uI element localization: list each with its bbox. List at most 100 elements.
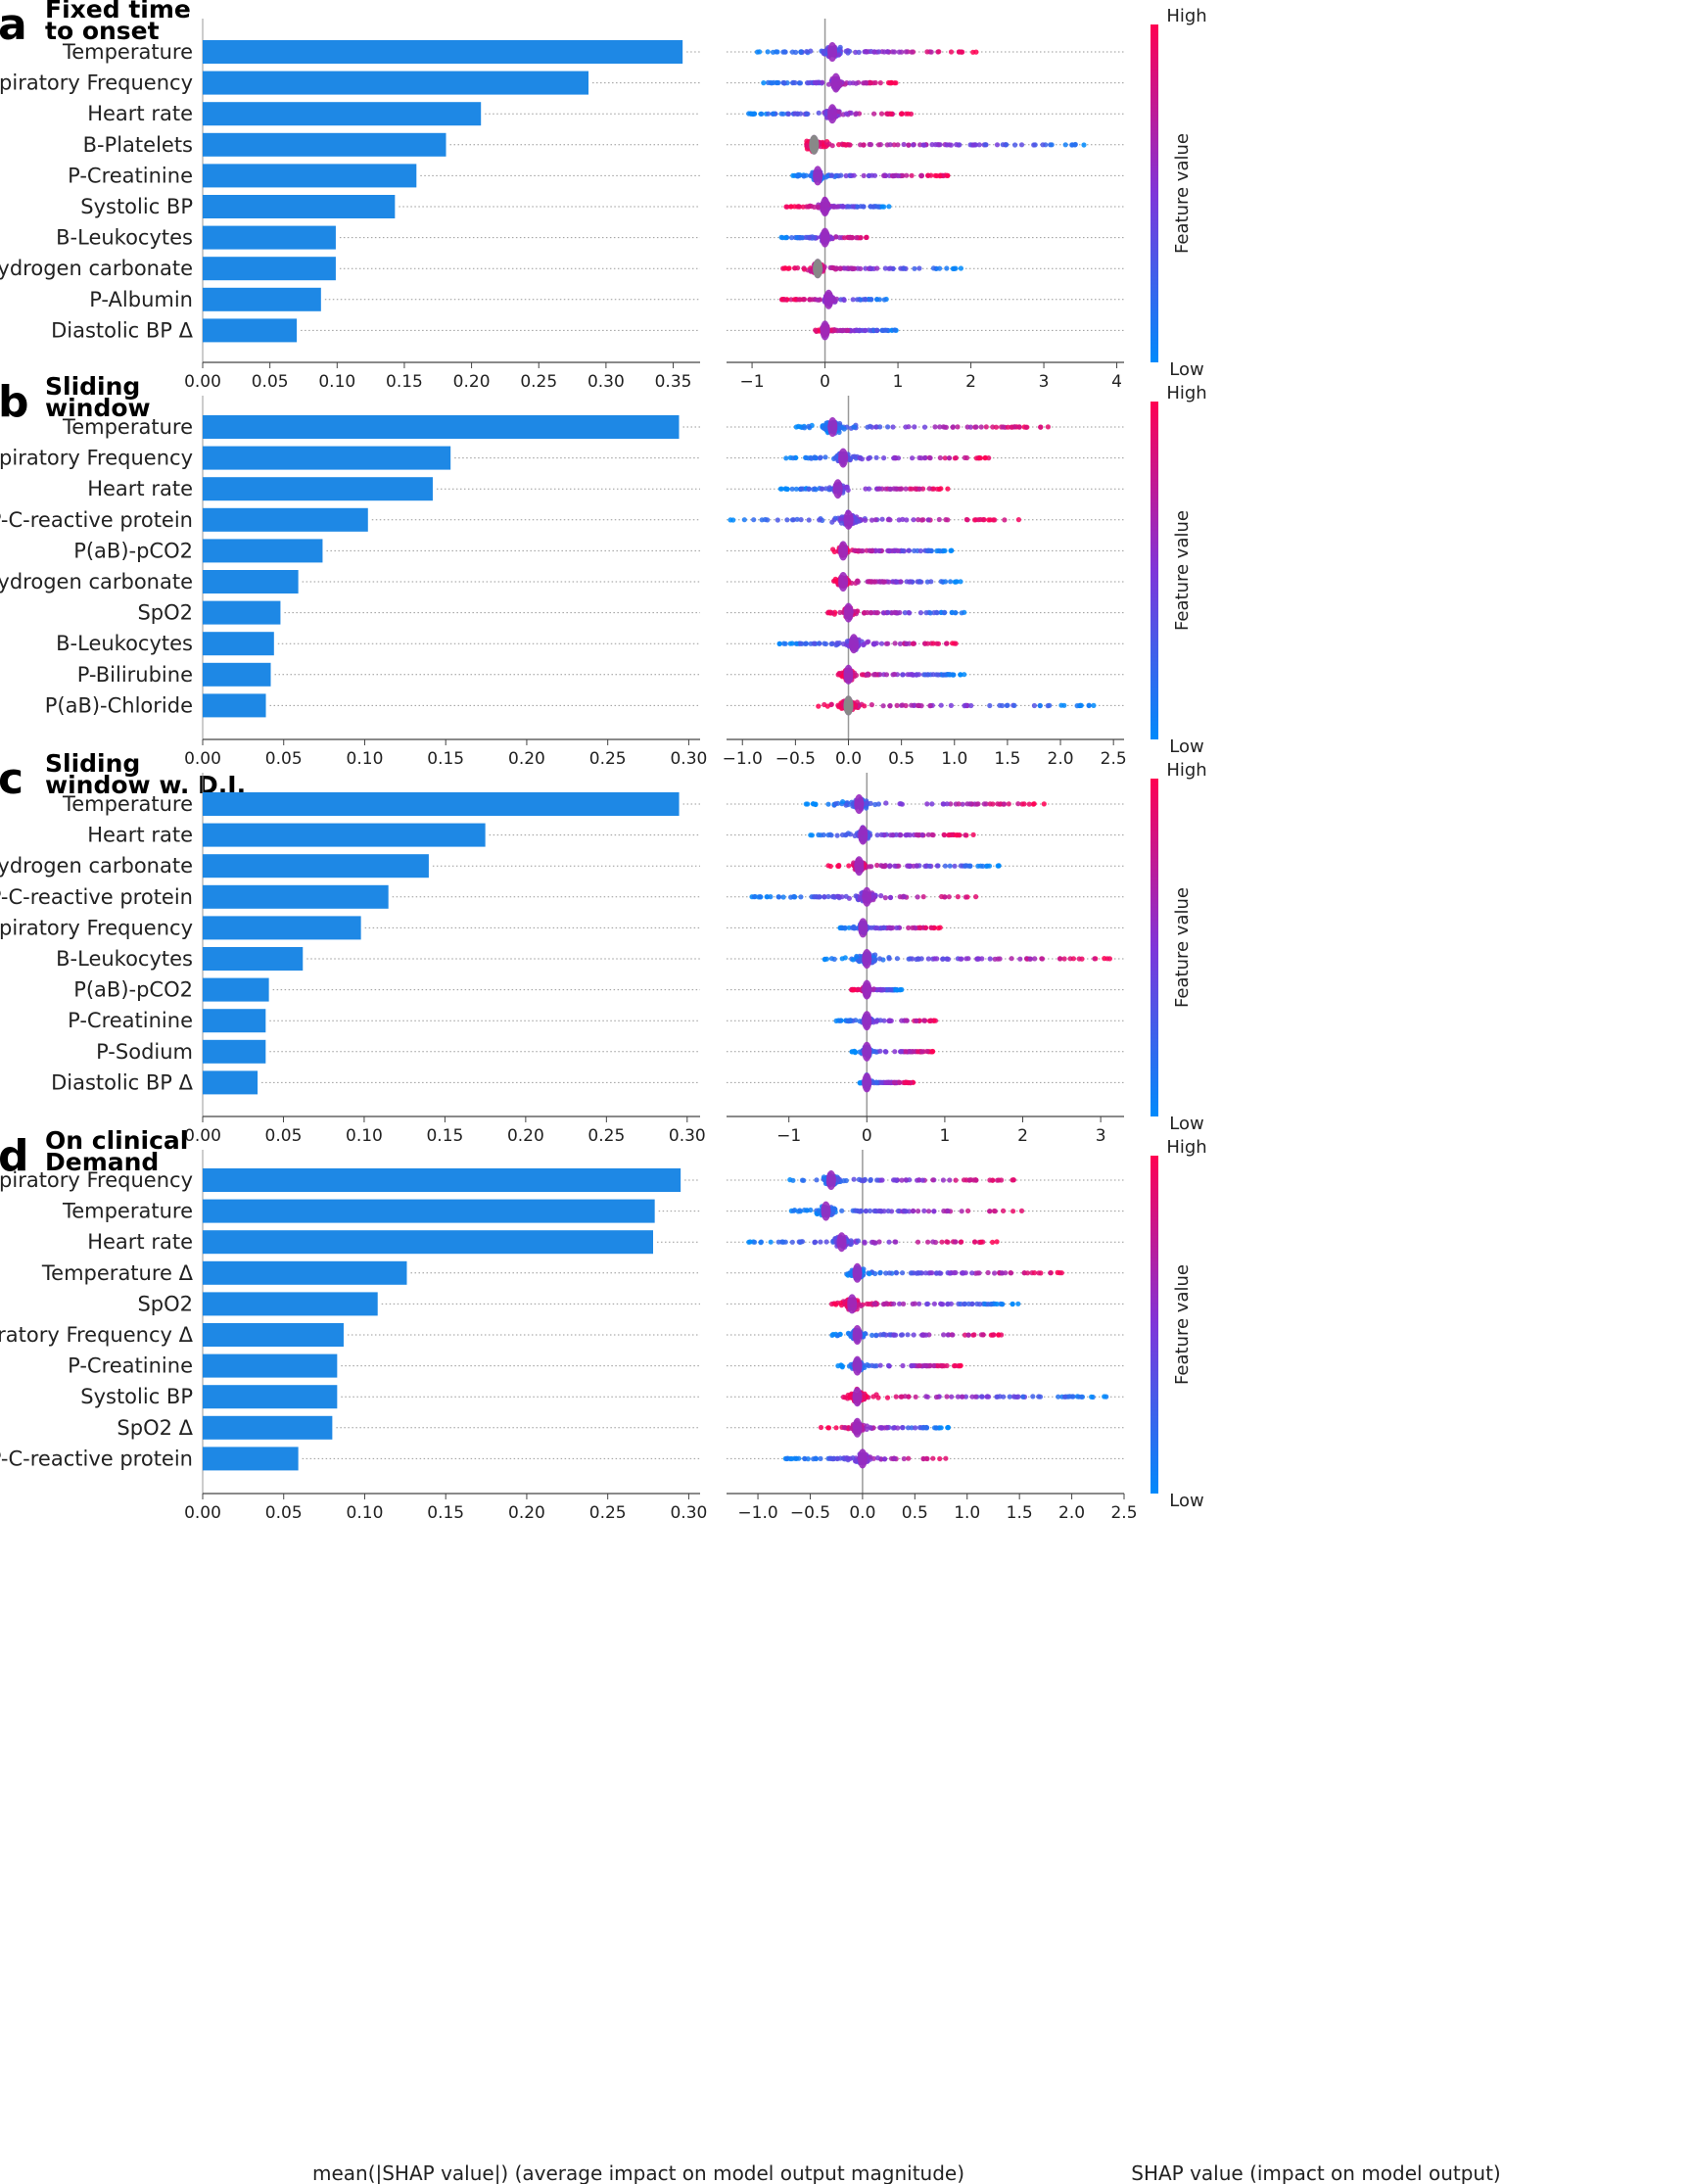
swarm-point bbox=[776, 641, 782, 647]
bar-x-tick-label: 0.05 bbox=[265, 749, 303, 769]
swarm-point bbox=[827, 863, 833, 870]
bar bbox=[203, 1070, 258, 1095]
swarm-point bbox=[914, 1018, 919, 1023]
swarm-point bbox=[906, 547, 912, 553]
swarm-x-tick-label: 0 bbox=[862, 1126, 872, 1146]
swarm-point bbox=[909, 702, 915, 708]
swarm-point bbox=[927, 455, 933, 461]
swarm-point bbox=[1049, 142, 1055, 148]
swarm-point bbox=[822, 894, 827, 900]
swarm-point bbox=[842, 265, 848, 271]
swarm-x-tick-label: 2.0 bbox=[1048, 749, 1074, 769]
swarm-point bbox=[728, 517, 733, 523]
swarm-point bbox=[1026, 801, 1032, 807]
swarm-point bbox=[802, 425, 808, 431]
swarm-point bbox=[886, 204, 892, 210]
swarm-point bbox=[912, 424, 917, 430]
swarm-point bbox=[939, 893, 945, 900]
bar bbox=[203, 693, 266, 718]
swarm-point bbox=[945, 956, 952, 963]
swarm-point bbox=[891, 1079, 897, 1085]
swarm-point bbox=[918, 455, 924, 461]
swarm-point bbox=[920, 517, 926, 523]
swarm-point bbox=[818, 454, 823, 460]
swarm-point bbox=[958, 579, 963, 585]
swarm-row bbox=[727, 196, 1124, 216]
swarm-point bbox=[864, 234, 869, 241]
swarm-point bbox=[801, 266, 808, 272]
swarm-point bbox=[851, 1176, 857, 1182]
swarm-point bbox=[928, 49, 934, 55]
colorbar-low-label: Low bbox=[1169, 359, 1203, 380]
swarm-point bbox=[765, 517, 771, 523]
swarm-point bbox=[916, 579, 923, 585]
swarm-point bbox=[783, 455, 789, 461]
bar bbox=[203, 1260, 407, 1285]
bar bbox=[203, 947, 304, 971]
swarm-point bbox=[815, 205, 822, 211]
swarm-point bbox=[873, 454, 879, 460]
feature-label: Temperature bbox=[62, 40, 193, 64]
swarm-point bbox=[925, 517, 931, 523]
bar-x-tick-label: 0.15 bbox=[386, 372, 423, 392]
bar bbox=[203, 1199, 655, 1223]
swarm-point bbox=[921, 424, 928, 430]
swarm-point bbox=[822, 641, 829, 647]
swarm-point bbox=[875, 49, 882, 55]
feature-label: P-C-reactive protein bbox=[0, 885, 193, 909]
bar-x-tick-label: 0.25 bbox=[589, 1503, 627, 1523]
swarm-point bbox=[856, 1176, 863, 1182]
swarm-point bbox=[914, 831, 919, 838]
swarm-point bbox=[962, 672, 967, 678]
swarm-point bbox=[869, 517, 875, 523]
swarm-point bbox=[990, 801, 996, 807]
swarm-point bbox=[906, 925, 912, 931]
swarm-dense-core bbox=[858, 918, 869, 938]
swarm-point bbox=[806, 80, 812, 86]
swarm-point bbox=[898, 579, 904, 585]
swarm-x-tick-label: 1.5 bbox=[1007, 1503, 1033, 1523]
swarm-point bbox=[918, 172, 925, 178]
swarm-point bbox=[922, 1018, 928, 1023]
swarm-row bbox=[727, 479, 1124, 499]
swarm-point bbox=[849, 1049, 855, 1055]
swarm-point bbox=[907, 610, 913, 616]
swarm-point bbox=[895, 547, 901, 554]
swarm-point bbox=[849, 925, 855, 930]
swarm-point bbox=[859, 456, 866, 462]
swarm-point bbox=[796, 80, 803, 86]
swarm-dense-core bbox=[830, 72, 841, 93]
swarm-point bbox=[877, 80, 883, 86]
bar-x-tick-label: 0.05 bbox=[265, 1126, 303, 1146]
swarm-point bbox=[891, 671, 898, 678]
swarm-point bbox=[900, 672, 906, 678]
swarm-point bbox=[927, 703, 933, 709]
bar bbox=[203, 662, 271, 687]
swarm-x-tick-label: 0.0 bbox=[835, 749, 862, 769]
swarm-point bbox=[892, 863, 898, 869]
feature-label: B-Leukocytes bbox=[56, 632, 193, 655]
feature-label: P-C-reactive protein bbox=[0, 508, 193, 532]
swarm-point bbox=[798, 894, 804, 900]
swarm-x-tick-label: 0.5 bbox=[902, 1503, 928, 1523]
swarm-point bbox=[1015, 801, 1021, 807]
swarm-point bbox=[1076, 956, 1082, 962]
swarm-point bbox=[926, 863, 932, 869]
swarm-point bbox=[881, 297, 887, 303]
swarm-point bbox=[844, 639, 851, 644]
swarm-point bbox=[1031, 801, 1037, 807]
swarm-point bbox=[885, 609, 891, 616]
swarm-point bbox=[798, 517, 804, 523]
swarm-point bbox=[843, 172, 849, 179]
swarm-point bbox=[855, 578, 861, 584]
swarm-point bbox=[918, 703, 924, 709]
swarm-point bbox=[812, 894, 818, 900]
swarm-point bbox=[960, 801, 965, 807]
swarm-point bbox=[895, 142, 901, 148]
swarm-point bbox=[915, 894, 920, 900]
swarm-point bbox=[897, 801, 903, 807]
swarm-point bbox=[924, 1048, 930, 1055]
swarm-point bbox=[978, 424, 984, 430]
swarm-point bbox=[1081, 142, 1087, 148]
feature-label: Heart rate bbox=[87, 477, 193, 500]
